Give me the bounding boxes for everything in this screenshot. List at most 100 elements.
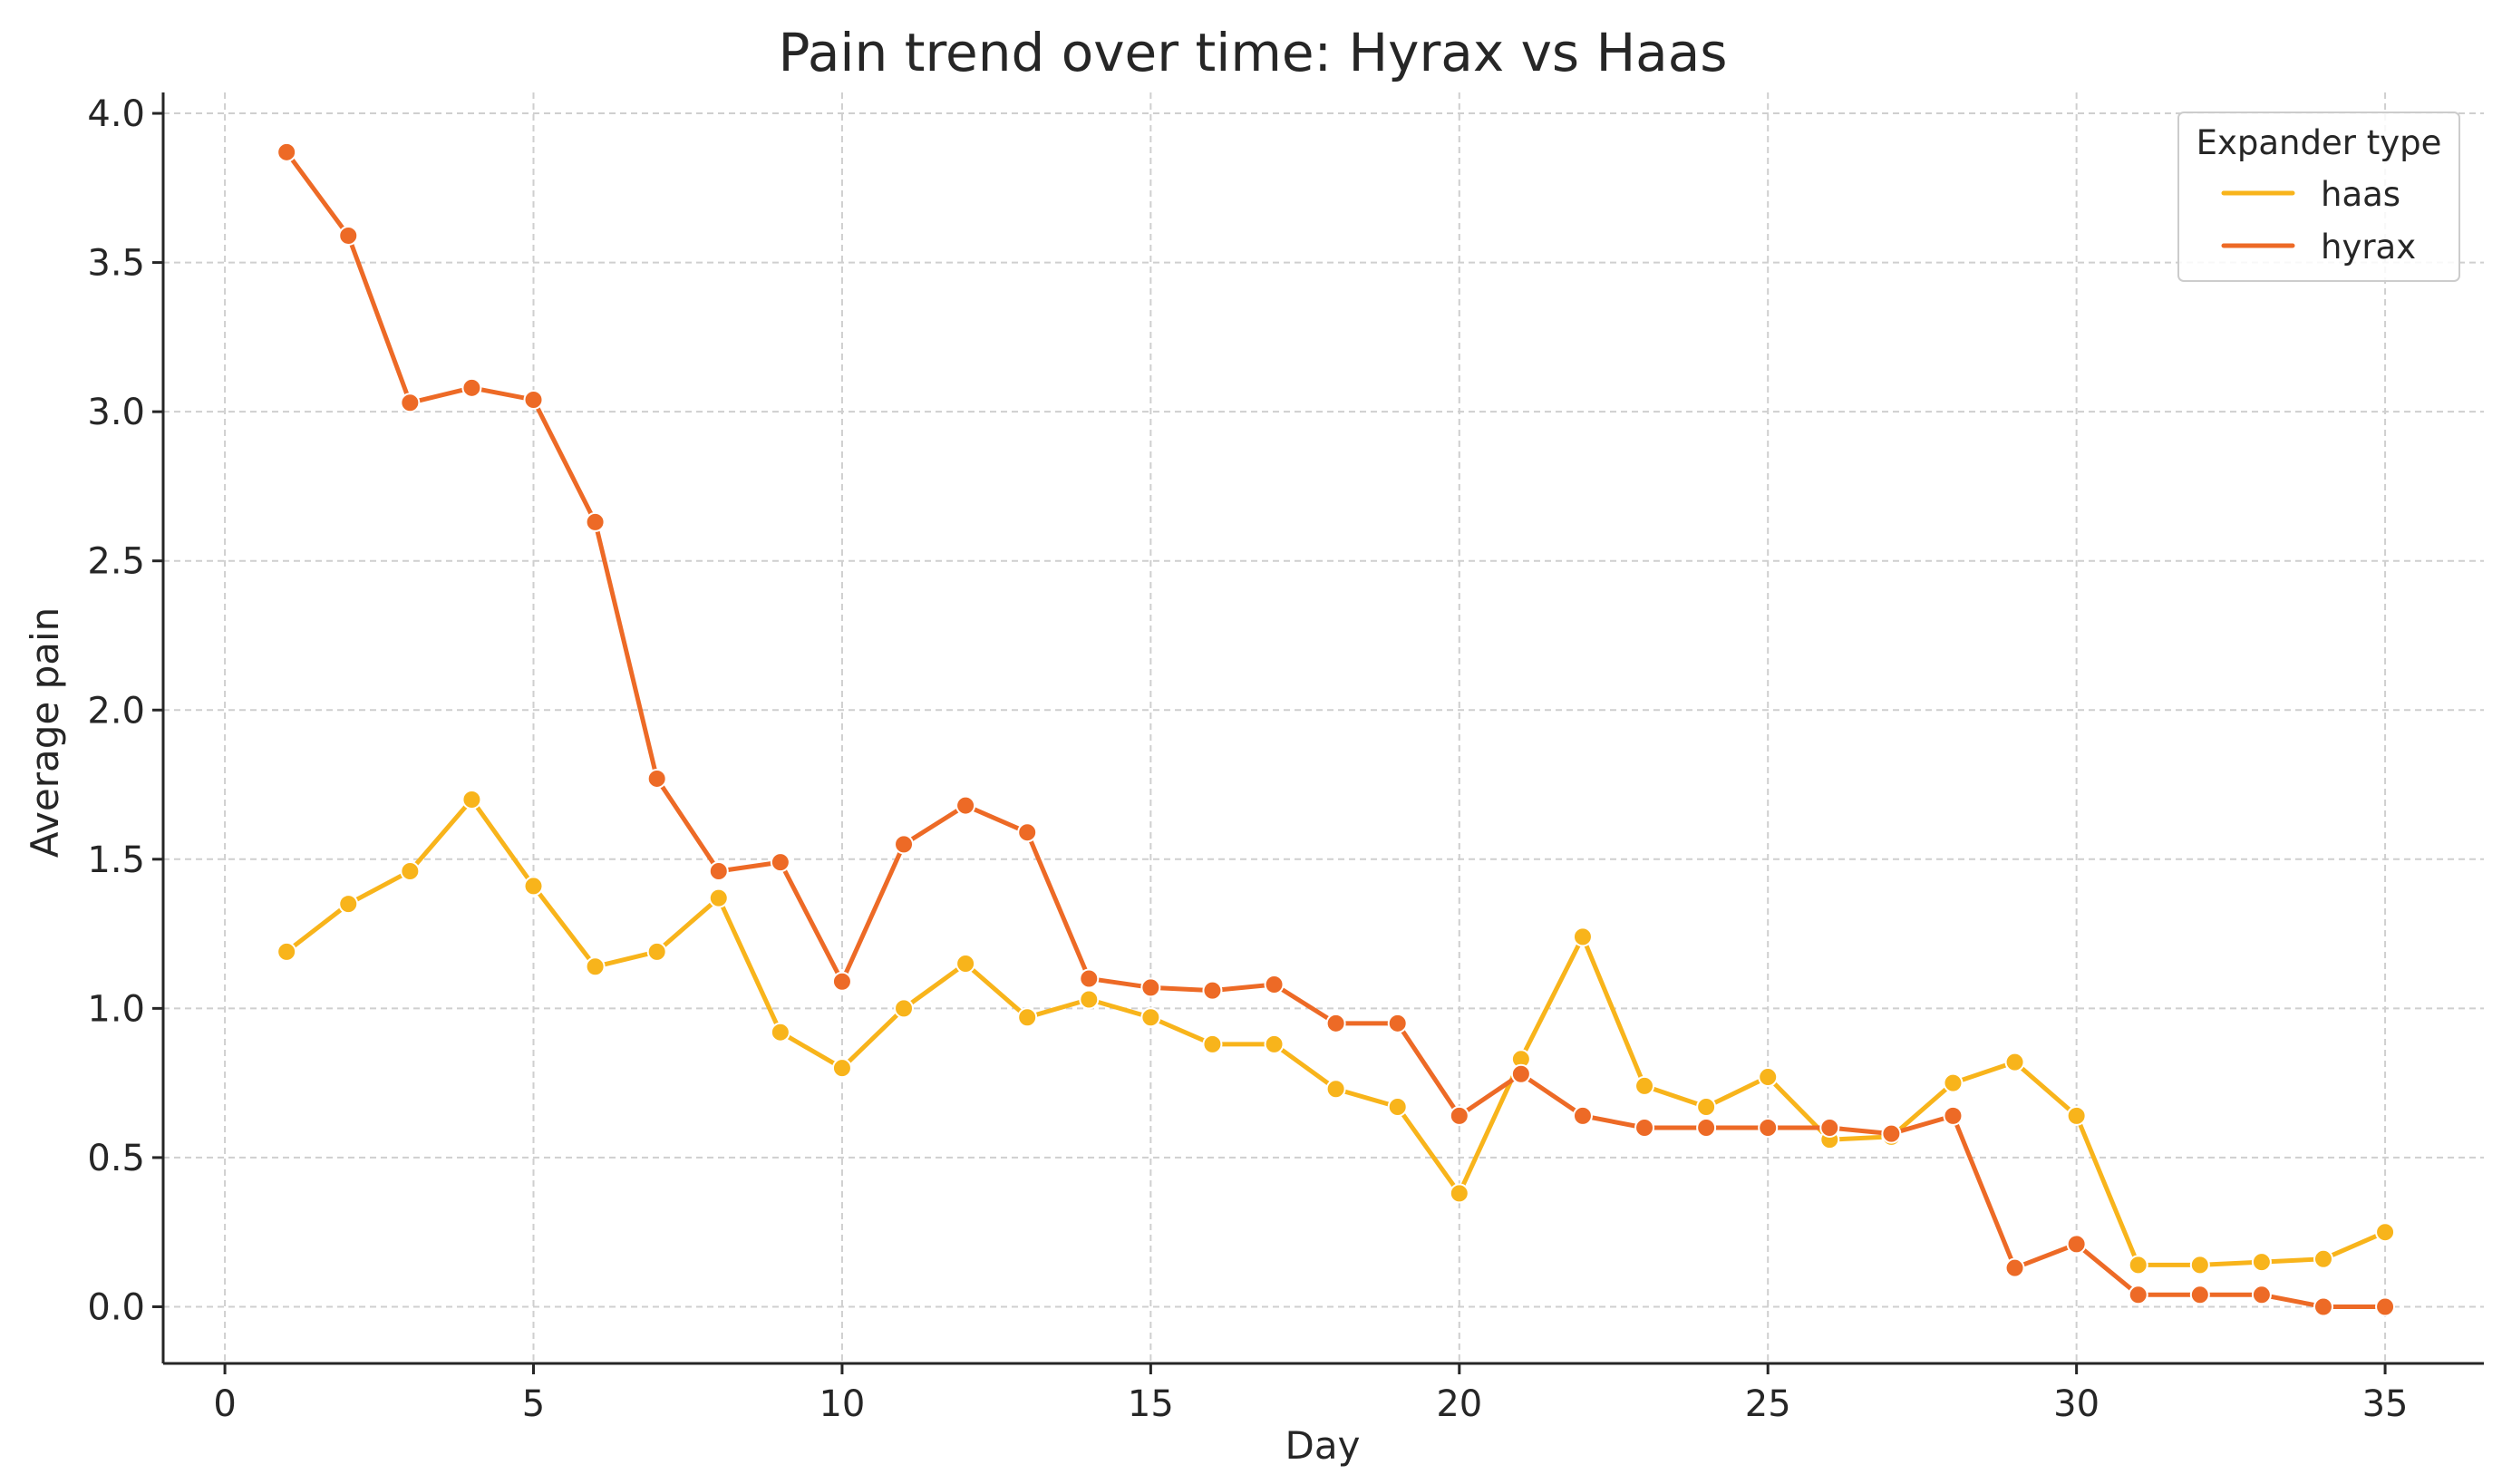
data-point-haas — [1017, 1007, 1038, 1028]
data-point-haas — [1387, 1096, 1408, 1117]
data-point-hyrax — [831, 971, 852, 992]
data-point-hyrax — [276, 141, 297, 162]
data-point-hyrax — [1572, 1105, 1593, 1126]
data-point-haas — [2004, 1052, 2025, 1072]
y-tick-label: 3.0 — [87, 392, 145, 433]
x-tick-label: 15 — [1128, 1383, 1174, 1425]
data-point-hyrax — [646, 768, 667, 789]
data-point-hyrax — [770, 852, 790, 873]
data-point-haas — [400, 860, 421, 881]
data-point-haas — [1140, 1007, 1161, 1028]
data-point-haas — [1758, 1067, 1779, 1088]
data-point-hyrax — [2066, 1234, 2087, 1255]
data-point-hyrax — [2375, 1296, 2396, 1317]
data-point-haas — [1572, 926, 1593, 947]
data-point-hyrax — [1387, 1013, 1408, 1033]
series-hyrax — [276, 141, 2396, 1317]
series-line-hyrax — [284, 150, 2388, 1309]
data-point-hyrax — [585, 511, 606, 532]
data-point-hyrax — [461, 377, 482, 398]
data-point-hyrax — [1140, 977, 1161, 998]
data-point-hyrax — [2313, 1296, 2333, 1317]
data-point-haas — [2251, 1252, 2272, 1273]
data-point-haas — [1696, 1096, 1717, 1117]
x-tick-label: 10 — [819, 1383, 865, 1425]
x-tick-label: 5 — [522, 1383, 545, 1425]
data-point-haas — [2066, 1105, 2087, 1126]
data-point-hyrax — [1325, 1013, 1346, 1033]
legend-title: Expander type — [2197, 123, 2442, 162]
data-point-hyrax — [1696, 1118, 1717, 1139]
y-tick-label: 3.5 — [87, 243, 145, 285]
x-axis-title: Day — [1285, 1423, 1361, 1468]
axes: 0 5 10 15 20 25 30 35 0.0 0.5 1.0 1.5 2.0 2.5 3.0 3.5 4.… — [87, 92, 2484, 1425]
y-tick-label: 2.0 — [87, 690, 145, 732]
data-point-haas — [585, 956, 606, 977]
data-point-haas — [1079, 989, 1100, 1010]
data-point-haas — [1943, 1072, 1964, 1093]
data-point-haas — [461, 789, 482, 810]
data-point-hyrax — [894, 834, 915, 855]
data-point-hyrax — [400, 393, 421, 413]
data-point-haas — [708, 887, 729, 908]
x-tick-label: 20 — [1436, 1383, 1482, 1425]
y-tick-label: 1.5 — [87, 839, 145, 881]
data-point-haas — [1264, 1033, 1285, 1054]
x-tick-label: 35 — [2362, 1383, 2409, 1425]
data-point-haas — [1634, 1075, 1655, 1096]
data-point-haas — [523, 876, 544, 897]
x-tick-label: 30 — [2053, 1383, 2100, 1425]
legend-box — [2177, 112, 2460, 282]
data-point-haas — [2313, 1248, 2333, 1269]
data-point-haas — [2189, 1255, 2210, 1275]
data-point-hyrax — [1510, 1063, 1531, 1084]
chart-title: Pain trend over time: Hyrax vs Haas — [778, 22, 1727, 83]
series-layer — [276, 141, 2396, 1317]
data-point-hyrax — [955, 795, 976, 816]
data-point-hyrax — [1758, 1118, 1779, 1139]
data-point-hyrax — [1943, 1105, 1964, 1126]
y-tick-label: 0.5 — [87, 1138, 145, 1179]
data-point-hyrax — [2128, 1285, 2148, 1305]
data-point-hyrax — [2004, 1257, 2025, 1278]
data-point-haas — [1325, 1079, 1346, 1100]
data-point-hyrax — [2251, 1285, 2272, 1305]
series-haas — [276, 789, 2396, 1275]
data-point-hyrax — [1881, 1123, 1902, 1144]
y-tick-label: 1.0 — [87, 988, 145, 1030]
data-point-haas — [1202, 1033, 1223, 1054]
data-point-haas — [770, 1022, 790, 1043]
data-point-hyrax — [1634, 1118, 1655, 1139]
y-tick-label: 2.5 — [87, 541, 145, 583]
legend-label-haas: haas — [2321, 175, 2400, 214]
x-tick-label: 0 — [213, 1383, 236, 1425]
data-point-hyrax — [1079, 968, 1100, 989]
data-point-haas — [646, 941, 667, 962]
data-point-hyrax — [1264, 975, 1285, 995]
y-tick-label: 0.0 — [87, 1286, 145, 1328]
data-point-haas — [1449, 1183, 1469, 1204]
grid — [163, 92, 2484, 1363]
data-point-hyrax — [338, 225, 359, 246]
data-point-haas — [955, 953, 976, 974]
data-point-hyrax — [1819, 1118, 1840, 1139]
y-axis-title: Average pain — [23, 607, 67, 858]
data-point-hyrax — [2189, 1285, 2210, 1305]
y-tick-label: 4.0 — [87, 93, 145, 135]
data-point-haas — [276, 941, 297, 962]
legend-label-hyrax: hyrax — [2321, 228, 2416, 267]
legend: Expander type haas hyrax — [2177, 112, 2460, 282]
x-tick-label: 25 — [1745, 1383, 1791, 1425]
data-point-hyrax — [1202, 980, 1223, 1001]
data-point-hyrax — [1017, 822, 1038, 843]
data-point-hyrax — [708, 860, 729, 881]
data-point-haas — [894, 998, 915, 1019]
data-point-haas — [2375, 1222, 2396, 1243]
data-point-hyrax — [1449, 1105, 1469, 1126]
data-point-haas — [338, 894, 359, 915]
data-point-haas — [2128, 1255, 2148, 1275]
data-point-haas — [831, 1058, 852, 1079]
data-point-hyrax — [523, 389, 544, 410]
